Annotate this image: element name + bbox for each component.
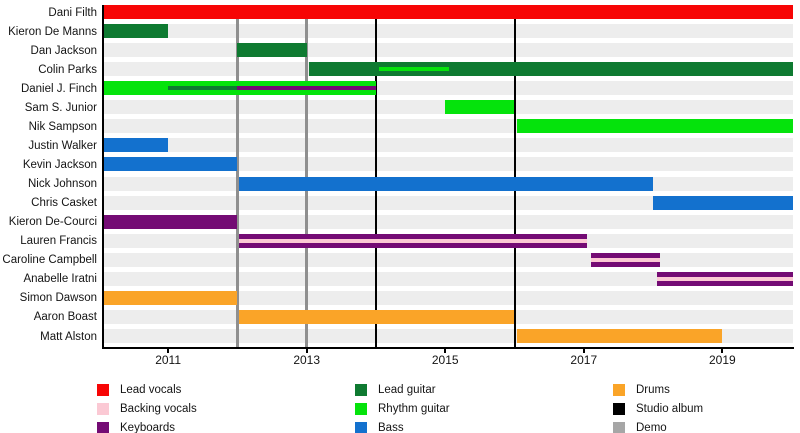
x-axis-tick-label: 2019 [708,353,736,367]
member-name: Kieron De Manns [8,25,97,38]
timeline-bar-keyboards [103,214,238,229]
legend-label-demo: Demo [636,422,667,433]
member-name: Caroline Campbell [2,254,97,267]
legend-label-lead_guitar: Lead guitar [378,384,436,396]
legend-swatch-lead_guitar [355,384,367,396]
x-axis-tick [582,349,585,353]
member-name: Justin Walker [28,139,97,152]
timeline-bar-rhythm_guitar [517,119,793,134]
legend-swatch-keyboards [97,422,109,433]
member-name: Nick Johnson [27,178,97,191]
timeline-bar-lead_guitar [308,62,793,77]
row-background [103,43,793,58]
role-stripe-keyboards [237,86,376,91]
member-name: Colin Parks [38,63,97,76]
legend-label-rhythm_guitar: Rhythm guitar [378,403,450,415]
legend-label-lead_vocals: Lead vocals [120,384,182,396]
timeline-bar-bass [239,176,654,191]
row-background [103,290,793,305]
legend-label-studio_album: Studio album [636,403,704,415]
timeline-bar-lead_guitar [237,43,307,58]
timeline-bar-rhythm_guitar [445,100,515,115]
x-axis-tick-label: 2015 [431,353,459,367]
x-axis-tick [305,349,308,353]
member-name: Kieron De-Courci [8,216,97,229]
legend-swatch-rhythm_guitar [355,403,367,415]
role-stripe-lead_guitar [168,86,238,91]
member-name: Sam S. Junior [24,101,97,114]
event-line-studio-album [513,5,516,347]
legend-swatch-lead_vocals [97,384,109,396]
legend-label-bass: Bass [378,422,404,433]
timeline-bar-bass [103,138,169,153]
y-axis-line [102,5,104,349]
x-axis-line [102,347,794,349]
role-stripe-backing_vocals [656,276,793,281]
member-name: Chris Casket [31,197,97,210]
legend-label-backing_vocals: Backing vocals [120,403,197,415]
x-axis-tick-label: 2013 [293,353,321,367]
legend-swatch-bass [355,422,367,433]
member-name: Kevin Jackson [22,158,97,171]
timeline-bar-bass [103,157,238,172]
legend-swatch-studio_album [613,403,625,415]
timeline-bar-drums [103,290,238,305]
member-name: Daniel J. Finch [20,82,97,95]
legend-swatch-drums [613,384,625,396]
event-line-demo [305,5,309,347]
role-stripe-backing_vocals [239,238,588,243]
member-name: Aaron Boast [33,311,97,324]
x-axis-tick-label: 2017 [570,353,598,367]
x-axis-tick [444,349,447,353]
role-stripe-rhythm_guitar [379,67,449,72]
timeline-bar-lead_vocals [103,5,793,19]
member-name: Matt Alston [40,330,97,343]
event-line-studio-album [374,5,377,347]
row-background [103,214,793,229]
x-axis-tick [721,349,724,353]
timeline-bar-drums [239,309,515,324]
legend-label-keyboards: Keyboards [120,422,175,433]
row-background [103,157,793,172]
member-name: Anabelle Iratni [23,273,97,286]
row-background [103,24,793,39]
timeline-bar-bass [653,195,793,210]
row-background [103,271,793,286]
member-name: Dani Filth [48,6,97,19]
row-background [103,195,793,210]
timeline-bar-drums [517,329,723,344]
legend-swatch-backing_vocals [97,403,109,415]
legend-swatch-demo [613,422,625,433]
role-stripe-backing_vocals [590,257,660,262]
x-axis-tick-label: 2011 [155,353,182,367]
event-line-demo [235,5,239,347]
member-name: Lauren Francis [20,235,97,248]
member-name: Nik Sampson [28,120,97,133]
member-name: Dan Jackson [30,44,97,57]
x-axis-tick [167,349,170,353]
row-background [103,252,793,267]
row-background [103,138,793,153]
member-name: Simon Dawson [19,292,97,305]
timeline-bar-lead_guitar [103,24,169,39]
legend-label-drums: Drums [636,384,670,396]
